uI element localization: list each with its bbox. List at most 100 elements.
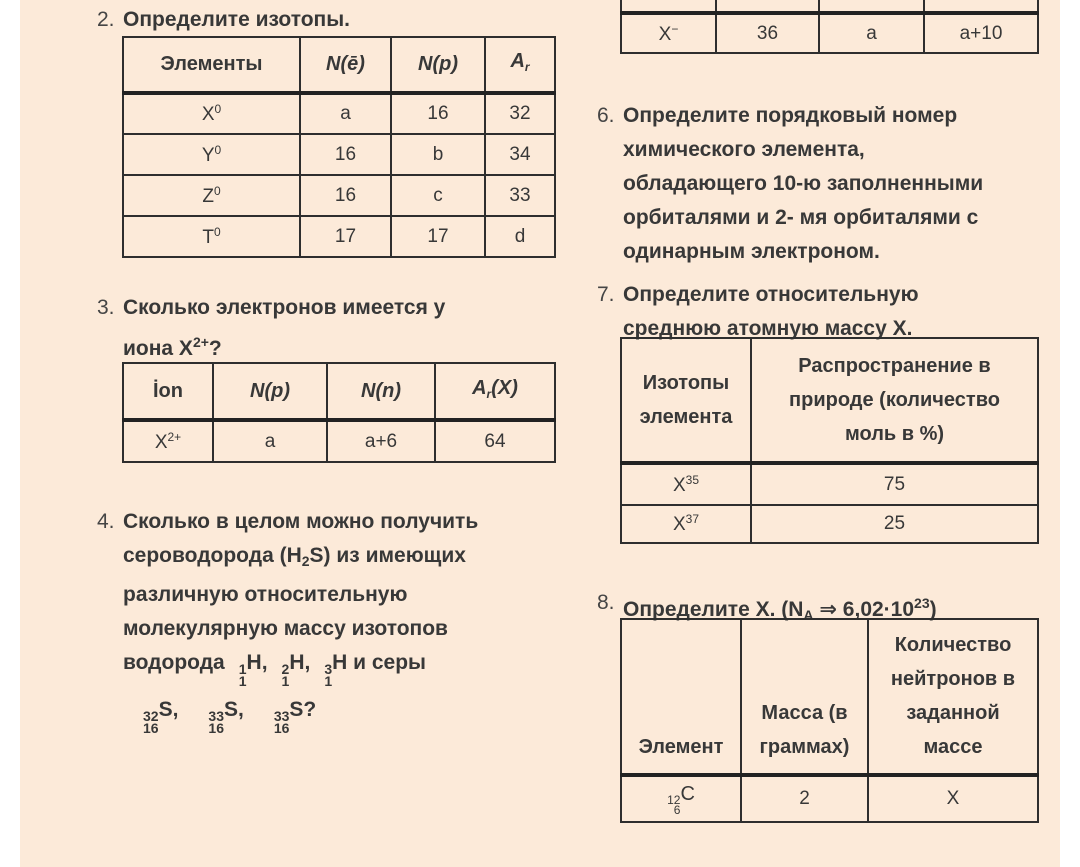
hydrogen-isotope-1: 1 1 H, bbox=[239, 651, 268, 688]
table-row-ion: X2+ a a+6 64 bbox=[122, 419, 556, 463]
col-header-elements: Элементы bbox=[122, 36, 301, 95]
question-2: 2. Определите изотопы. bbox=[97, 3, 567, 37]
mass-number: 3 bbox=[324, 661, 333, 677]
col-header-element: Элемент bbox=[620, 618, 742, 777]
ion-cell: X− bbox=[620, 12, 717, 54]
table-header-row: Элементы N(ē) N(p) Ar bbox=[122, 36, 556, 95]
np-cell: 17 bbox=[390, 215, 486, 258]
table-row-y0: Y0 16 b 34 bbox=[122, 133, 556, 176]
col-header-ar: Ar bbox=[484, 36, 556, 95]
ion-charge-superscript: 2+ bbox=[167, 429, 182, 444]
question-2-table: Элементы N(ē) N(p) Ar X0 a 16 32 Y0 16 b… bbox=[122, 36, 556, 258]
np-cell: 16 bbox=[390, 92, 486, 135]
table-row-anion: X− 36 a a+10 bbox=[620, 12, 1039, 54]
sulfur-isotope-2: 33 16 S, bbox=[208, 698, 243, 735]
table-row-x0: X0 a 16 32 bbox=[122, 92, 556, 135]
question-7-line2: среднюю атомную массу X. bbox=[623, 317, 913, 340]
question-7-number: 7. bbox=[597, 283, 615, 306]
question-7-line1: Определите относительную bbox=[623, 283, 919, 306]
ar-cell: 34 bbox=[484, 133, 556, 176]
mass-number: 32 bbox=[143, 708, 159, 724]
cut-off-row bbox=[620, 0, 1039, 15]
exponent-superscript: 23 bbox=[914, 595, 930, 611]
table-header-row: İon N(p) N(n) Ar(X) bbox=[122, 362, 556, 422]
question-4-number: 4. bbox=[97, 510, 115, 533]
question-3: 3. Сколько электронов имеется у иона X2+… bbox=[97, 291, 567, 366]
table-row-z0: Z0 16 c 33 bbox=[122, 174, 556, 217]
title-text: Определите X. (N bbox=[623, 598, 804, 621]
ar-base: A bbox=[472, 376, 487, 399]
element-symbol: S, bbox=[158, 698, 179, 721]
question-4: 4. Сколько в целом можно получить серово… bbox=[97, 505, 587, 735]
question-4-line3: различную относительную bbox=[123, 583, 408, 606]
mass-number: 33 bbox=[208, 708, 224, 724]
element-symbol: Z bbox=[202, 185, 214, 207]
cut-cell bbox=[620, 0, 717, 15]
atomic-number: 1 bbox=[281, 673, 290, 689]
np-cell: c bbox=[390, 174, 486, 217]
isotope-cell: X37 bbox=[620, 504, 752, 544]
line5-text-end: и серы bbox=[347, 651, 426, 674]
ne-cell: 16 bbox=[299, 174, 392, 217]
abundance-cell: 75 bbox=[750, 462, 1039, 506]
question-6-line1: Определите порядковый номер bbox=[623, 104, 958, 127]
value-cell: a+10 bbox=[923, 12, 1039, 54]
table-row-t0: T0 17 17 d bbox=[122, 215, 556, 258]
h2s-subscript: 2 bbox=[301, 553, 310, 569]
element-cell: X0 bbox=[122, 92, 301, 135]
mass-cell: 2 bbox=[740, 774, 869, 823]
question-6-line4: орбиталями и 2- мя орбиталями с bbox=[623, 206, 979, 229]
value-cell: a bbox=[818, 12, 925, 54]
nn-cell: a+6 bbox=[326, 419, 436, 463]
isotope-stack: 32 16 bbox=[143, 708, 159, 735]
question-4-line6: 32 16 S, 33 16 S, 33 16 S? bbox=[123, 693, 478, 735]
element-symbol: X bbox=[201, 104, 215, 125]
ion-symbol: X bbox=[154, 431, 168, 453]
question-6: 6. Определите порядковый номер химическо… bbox=[597, 99, 1047, 269]
ar-cell: d bbox=[484, 215, 556, 258]
ar-subscript: r bbox=[524, 60, 530, 74]
ne-cell: 16 bbox=[299, 133, 392, 176]
element-symbol: H, bbox=[289, 651, 311, 674]
ion-charge-superscript: 2+ bbox=[192, 334, 209, 350]
question-3-table: İon N(p) N(n) Ar(X) X2+ a a+6 64 bbox=[122, 362, 556, 463]
question-6-line5: одинарным электроном. bbox=[623, 240, 880, 263]
atomic-number: 1 bbox=[324, 673, 333, 689]
atomic-number: 16 bbox=[208, 720, 224, 736]
table-row-x37: X37 25 bbox=[620, 504, 1039, 544]
element-cell: Z0 bbox=[122, 174, 301, 217]
sulfur-isotope-3: 33 16 S? bbox=[273, 698, 317, 735]
col-header-n-neutrons: N(n) bbox=[326, 362, 436, 422]
question-8-title: Определите X. (NA ⇒ 6,02·1023) bbox=[623, 586, 937, 632]
np-cell: a bbox=[212, 419, 328, 463]
hydrogen-isotope-2: 2 1 H, bbox=[281, 651, 311, 688]
question-4-line2: сероводорода (H2S) из имеющих bbox=[123, 539, 478, 578]
avogadro-subscript: A bbox=[803, 607, 814, 623]
mass-number: 12 bbox=[667, 793, 681, 807]
mass-superscript: 37 bbox=[685, 512, 700, 526]
worksheet-page: 2. Определите изотопы. Элементы N(ē) N(p… bbox=[20, 0, 1060, 867]
element-cell: Y0 bbox=[122, 133, 301, 176]
mass-number: 2 bbox=[281, 661, 290, 677]
isotope-cell: X35 bbox=[620, 462, 752, 506]
ar-cell: 32 bbox=[484, 92, 556, 135]
mass-number: 33 bbox=[273, 708, 290, 724]
question-4-line1: Сколько в целом можно получить bbox=[123, 510, 479, 533]
isotope-symbol: X bbox=[672, 474, 686, 496]
ion-symbol: X bbox=[658, 23, 672, 45]
charge-superscript: 0 bbox=[213, 183, 221, 198]
question-5-table-fragment: X− 36 a a+10 bbox=[620, 0, 1039, 54]
atomic-number: 16 bbox=[273, 720, 290, 736]
question-7: 7. Определите относительную среднюю атом… bbox=[597, 278, 1047, 346]
isotope-stack: 12 6 bbox=[667, 793, 681, 816]
np-cell: b bbox=[390, 133, 486, 176]
table-row-x35: X35 75 bbox=[620, 462, 1039, 506]
abundance-cell: 25 bbox=[750, 504, 1039, 544]
title-text: иона X bbox=[123, 337, 193, 360]
element-symbol: Y bbox=[201, 144, 215, 166]
element-symbol: S? bbox=[289, 698, 317, 721]
cut-cell bbox=[923, 0, 1039, 15]
ion-cell: X2+ bbox=[122, 419, 214, 463]
